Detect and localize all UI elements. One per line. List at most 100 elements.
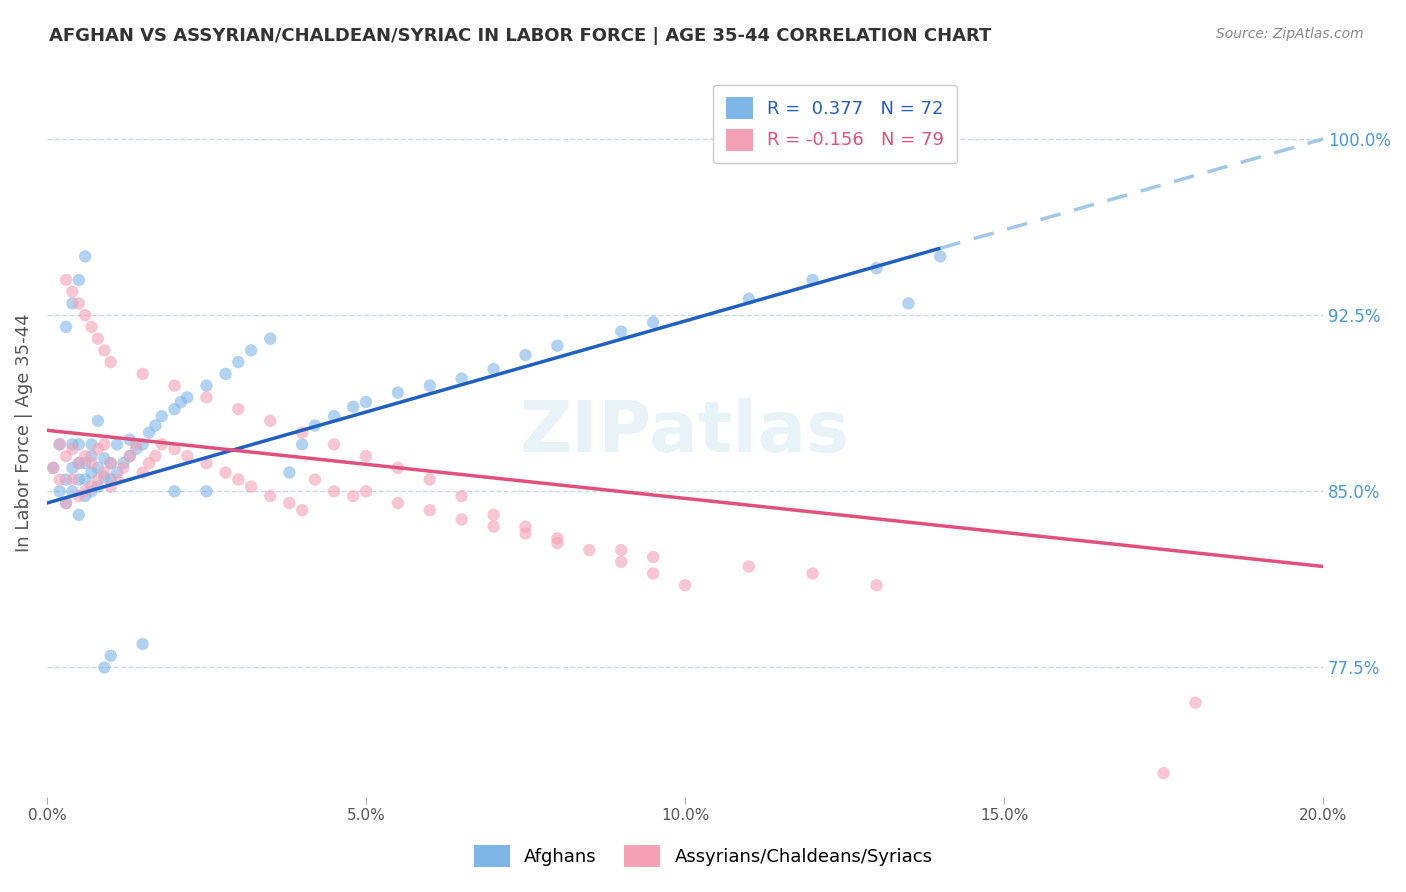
Point	[62, 484, 84, 499]
Point	[105, 473, 128, 487]
Point	[610, 543, 633, 558]
Point	[163, 402, 186, 417]
Point	[578, 543, 600, 558]
Text: AFGHAN VS ASSYRIAN/CHALDEAN/SYRIAC IN LABOR FORCE | AGE 35-44 CORRELATION CHART: AFGHAN VS ASSYRIAN/CHALDEAN/SYRIAC IN LA…	[49, 27, 991, 45]
Point	[145, 449, 167, 463]
Point	[80, 456, 103, 470]
Point	[131, 637, 153, 651]
Point	[42, 460, 65, 475]
Point	[100, 648, 122, 663]
Point	[354, 484, 377, 499]
Point	[75, 308, 97, 322]
Point	[118, 433, 141, 447]
Point	[163, 378, 186, 392]
Point	[87, 473, 110, 487]
Point	[80, 437, 103, 451]
Point	[323, 409, 346, 424]
Legend: R =  0.377   N = 72, R = -0.156   N = 79: R = 0.377 N = 72, R = -0.156 N = 79	[713, 85, 956, 163]
Point	[214, 466, 236, 480]
Point	[738, 559, 761, 574]
Point	[131, 437, 153, 451]
Point	[93, 470, 115, 484]
Point	[67, 456, 90, 470]
Point	[75, 249, 97, 263]
Point	[138, 425, 160, 440]
Point	[48, 484, 70, 499]
Point	[145, 418, 167, 433]
Point	[67, 508, 90, 522]
Point	[482, 508, 505, 522]
Point	[93, 466, 115, 480]
Point	[195, 456, 218, 470]
Point	[100, 456, 122, 470]
Point	[42, 460, 65, 475]
Text: ZIPatlas: ZIPatlas	[520, 398, 851, 467]
Point	[387, 460, 409, 475]
Point	[87, 460, 110, 475]
Point	[228, 355, 250, 369]
Point	[100, 355, 122, 369]
Point	[419, 503, 441, 517]
Point	[80, 319, 103, 334]
Point	[131, 466, 153, 480]
Point	[354, 449, 377, 463]
Point	[214, 367, 236, 381]
Point	[1184, 696, 1206, 710]
Point	[291, 425, 314, 440]
Point	[515, 526, 537, 541]
Point	[112, 456, 135, 470]
Point	[125, 437, 148, 451]
Point	[278, 496, 301, 510]
Point	[259, 489, 281, 503]
Point	[48, 473, 70, 487]
Point	[450, 512, 472, 526]
Point	[55, 273, 77, 287]
Point	[67, 296, 90, 310]
Point	[304, 473, 326, 487]
Point	[515, 519, 537, 533]
Point	[195, 484, 218, 499]
Point	[48, 437, 70, 451]
Point	[67, 437, 90, 451]
Point	[240, 480, 263, 494]
Point	[150, 437, 173, 451]
Point	[163, 484, 186, 499]
Point	[118, 449, 141, 463]
Point	[291, 437, 314, 451]
Point	[62, 437, 84, 451]
Point	[105, 466, 128, 480]
Point	[387, 496, 409, 510]
Point	[240, 343, 263, 358]
Point	[125, 442, 148, 456]
Point	[67, 456, 90, 470]
Point	[546, 536, 568, 550]
Point	[738, 292, 761, 306]
Point	[131, 367, 153, 381]
Point	[515, 348, 537, 362]
Point	[546, 531, 568, 545]
Point	[75, 484, 97, 499]
Point	[419, 473, 441, 487]
Point	[62, 296, 84, 310]
Point	[87, 332, 110, 346]
Point	[342, 489, 364, 503]
Point	[112, 460, 135, 475]
Point	[259, 414, 281, 428]
Point	[304, 418, 326, 433]
Point	[259, 332, 281, 346]
Point	[610, 325, 633, 339]
Point	[55, 496, 77, 510]
Point	[75, 456, 97, 470]
Point	[278, 466, 301, 480]
Point	[55, 496, 77, 510]
Point	[929, 249, 952, 263]
Point	[93, 437, 115, 451]
Point	[195, 378, 218, 392]
Point	[176, 449, 198, 463]
Point	[138, 456, 160, 470]
Point	[80, 484, 103, 499]
Point	[610, 555, 633, 569]
Point	[87, 442, 110, 456]
Point	[482, 519, 505, 533]
Point	[100, 480, 122, 494]
